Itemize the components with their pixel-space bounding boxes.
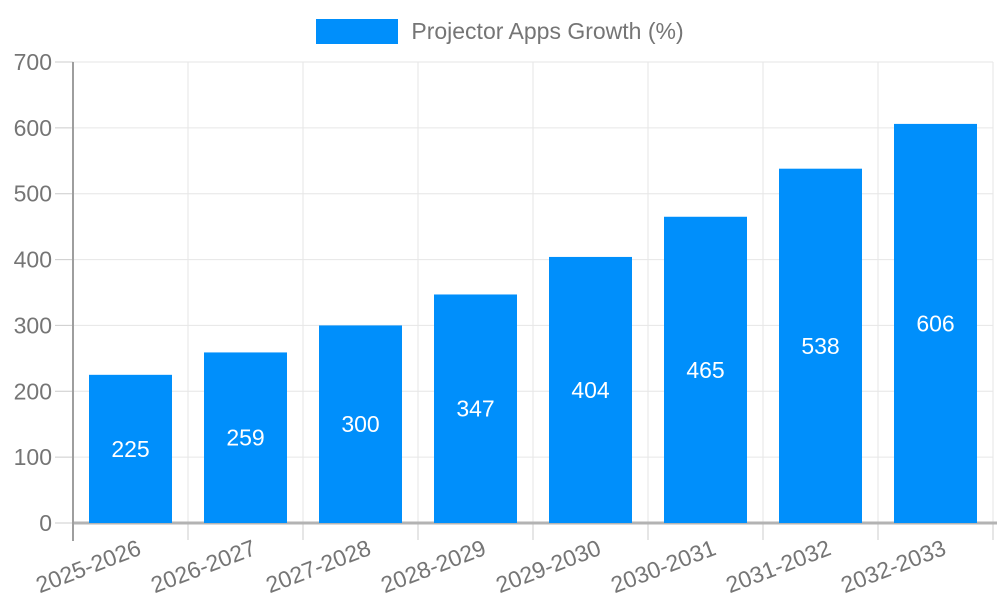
bar-value-label: 259 [226, 425, 264, 451]
chart-legend[interactable]: Projector Apps Growth (%) [0, 19, 1000, 44]
y-axis-tick-label: 200 [14, 378, 52, 404]
bar-2029-2030[interactable] [549, 256, 632, 523]
bar-2027-2028[interactable] [319, 325, 402, 523]
bar-2031-2032[interactable] [779, 168, 862, 523]
bar-value-label: 347 [456, 396, 494, 422]
y-axis-tick-label: 700 [14, 49, 52, 75]
bar-2032-2033[interactable] [894, 123, 977, 524]
bar-value-label: 538 [801, 333, 839, 359]
bar-value-label: 300 [341, 411, 379, 437]
x-axis-category-label: 2032-2033 [837, 534, 949, 598]
x-axis-category-label: 2028-2029 [377, 534, 489, 598]
y-axis-tick-label: 0 [39, 510, 52, 536]
y-axis-tick-label: 100 [14, 444, 52, 470]
bar-2026-2027[interactable] [204, 352, 287, 523]
legend-swatch [316, 19, 399, 44]
bar-2030-2031[interactable] [664, 216, 747, 523]
x-axis-category-label: 2030-2031 [607, 534, 719, 598]
bar-value-label: 606 [916, 310, 954, 336]
x-axis-category-label: 2031-2032 [722, 534, 834, 598]
y-axis-tick-label: 500 [14, 181, 52, 207]
bar-value-label: 404 [571, 377, 610, 403]
x-axis-category-label: 2025-2026 [32, 534, 144, 598]
legend-label: Projector Apps Growth (%) [411, 18, 684, 44]
y-axis-tick-label: 300 [14, 312, 52, 338]
bar-2025-2026[interactable] [89, 374, 172, 523]
x-axis-category-label: 2029-2030 [492, 534, 604, 598]
y-axis-tick-label: 400 [14, 247, 52, 273]
bar-value-label: 465 [686, 357, 724, 383]
x-axis-category-label: 2027-2028 [262, 534, 374, 598]
bar-2028-2029[interactable] [434, 294, 517, 523]
bar-value-label: 225 [111, 436, 149, 462]
y-axis-tick-label: 600 [14, 115, 52, 141]
x-axis-category-label: 2026-2027 [147, 534, 259, 598]
